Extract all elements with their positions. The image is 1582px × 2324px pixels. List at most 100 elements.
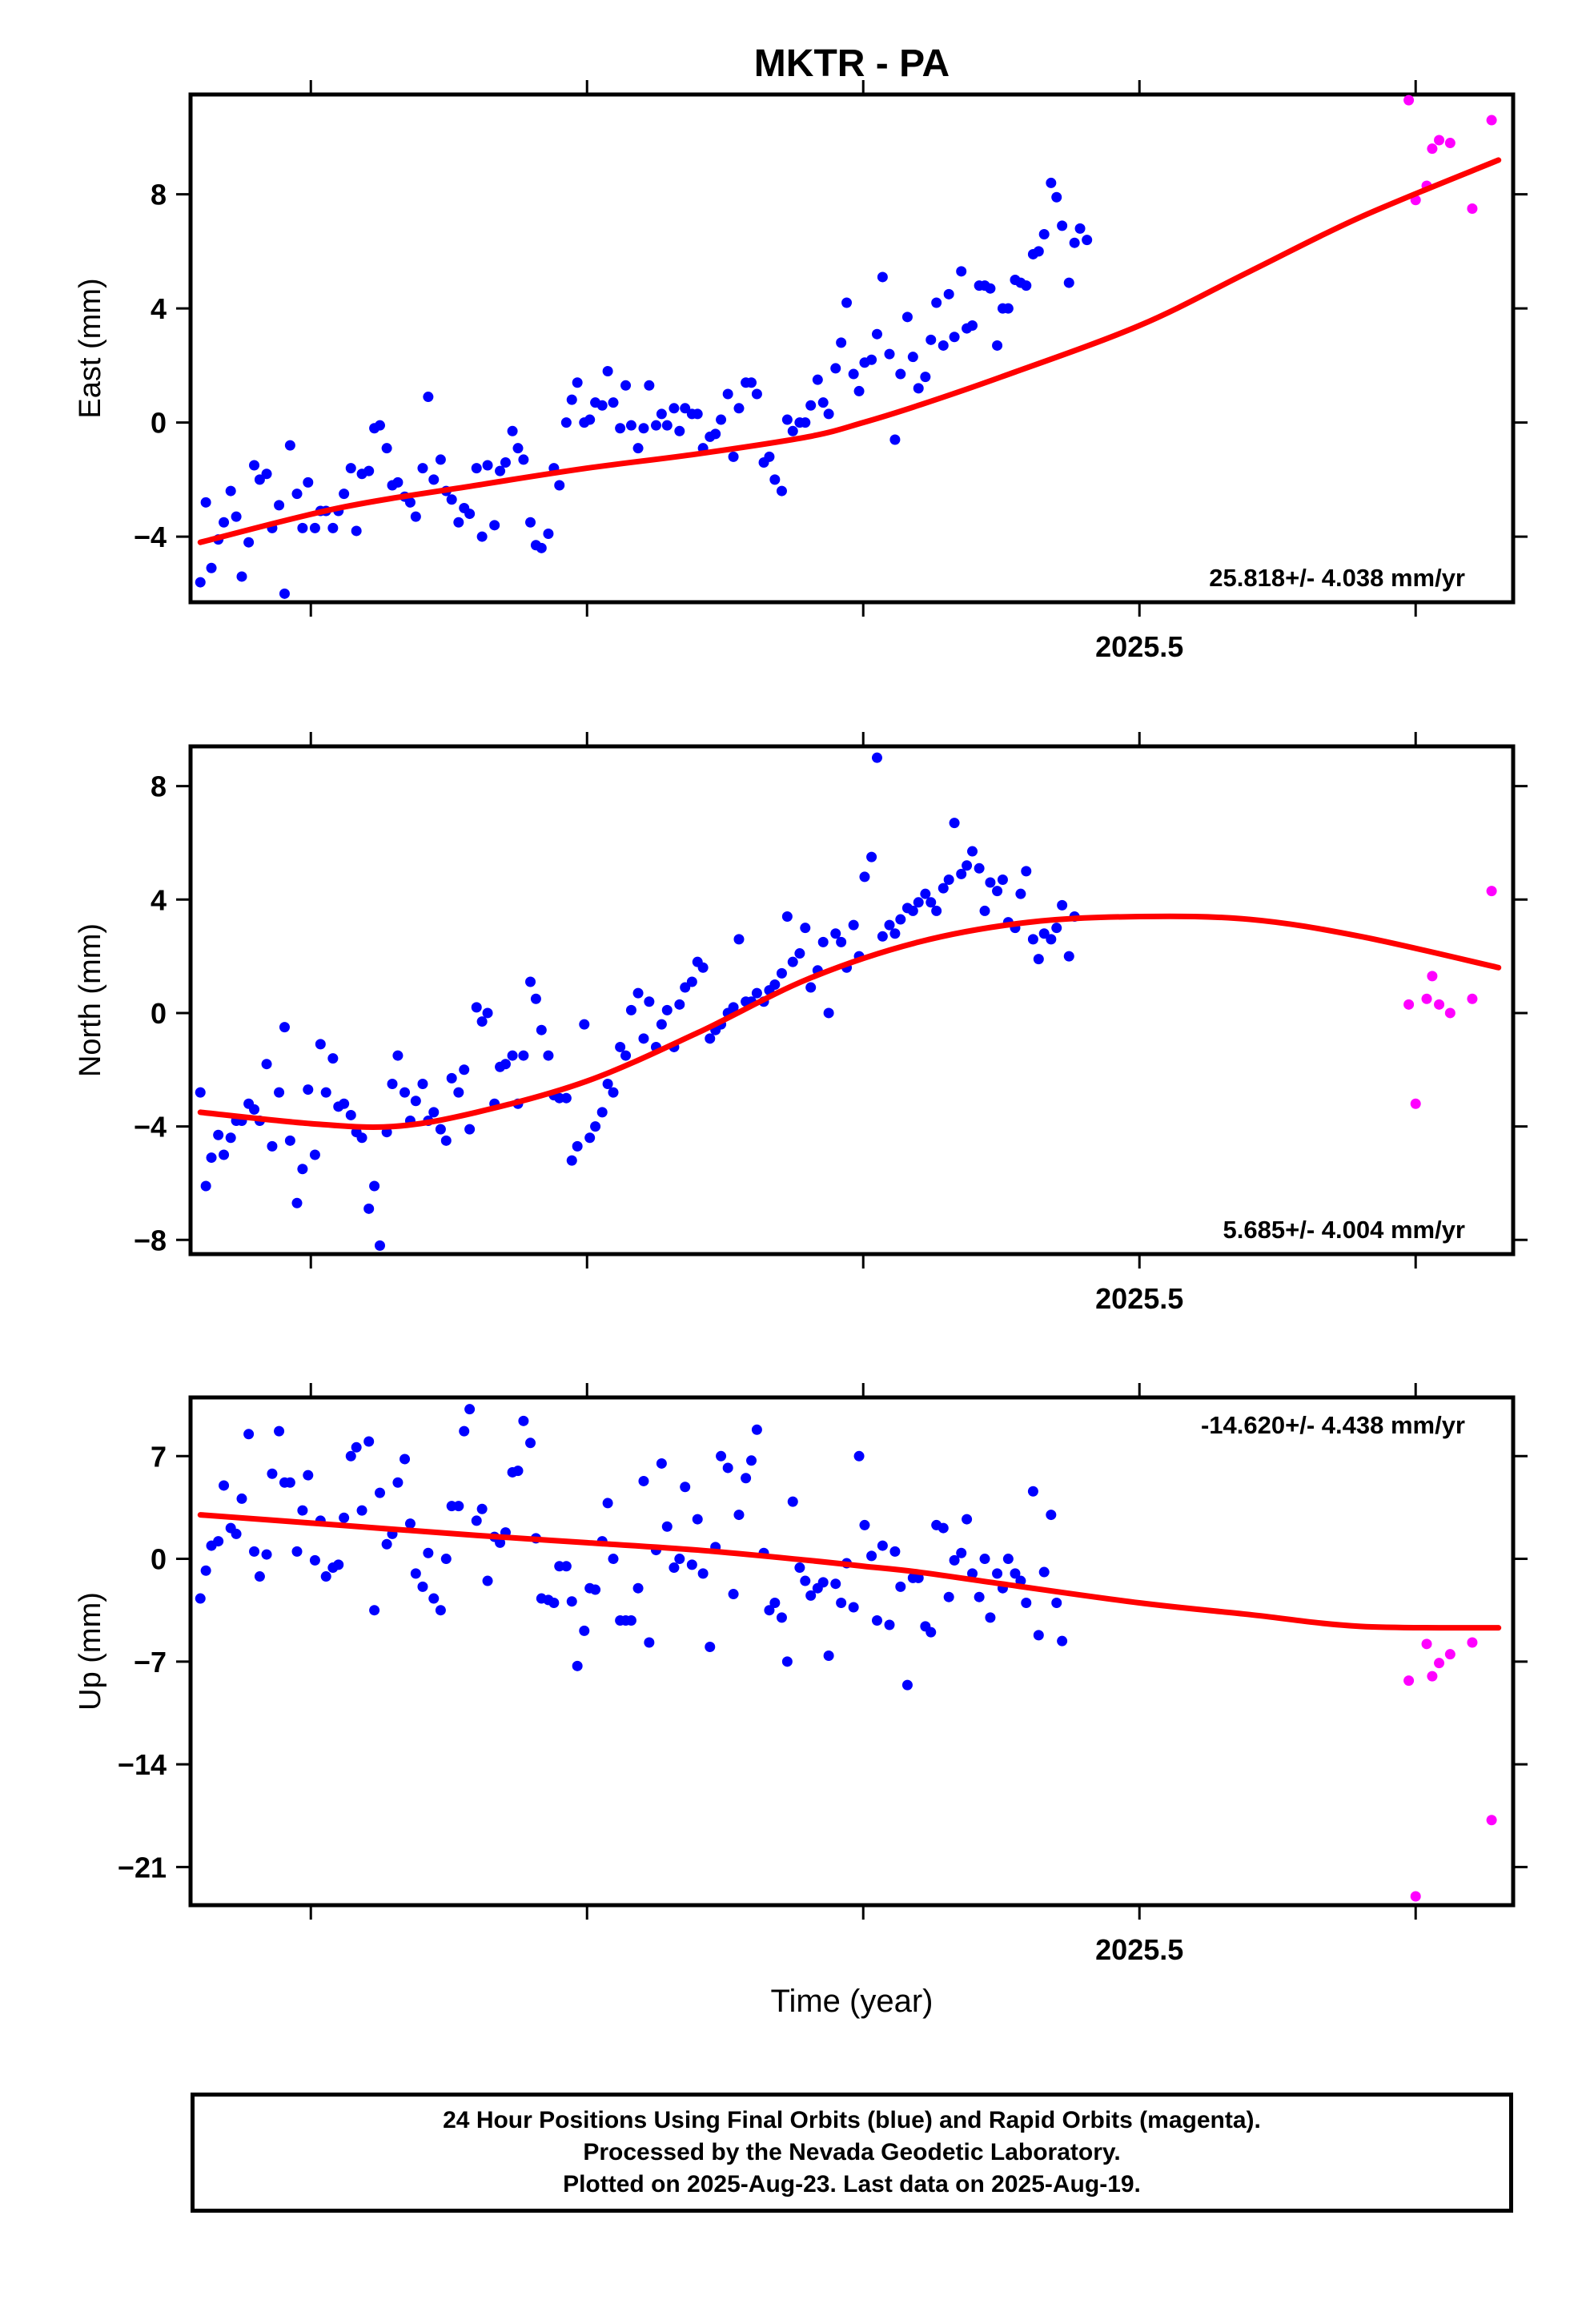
final-orbit-point: [823, 1650, 834, 1661]
y-axis-label: Up (mm): [74, 1592, 107, 1711]
y-tick-label: −7: [134, 1646, 167, 1679]
final-orbit-point: [859, 871, 870, 883]
y-tick-label: 4: [151, 883, 167, 916]
final-orbit-point: [805, 400, 817, 411]
final-orbit-point: [956, 1547, 967, 1558]
fit-line: [197, 1512, 1502, 1631]
final-orbit-point: [320, 1571, 331, 1582]
y-tick-label: 4: [151, 292, 167, 325]
final-orbit-point: [381, 1538, 392, 1550]
final-orbit-point: [590, 1584, 601, 1595]
final-orbit-point: [926, 334, 937, 345]
final-orbit-point: [680, 982, 691, 993]
final-orbit-point: [1082, 235, 1093, 246]
footer-line-1: 24 Hour Positions Using Final Orbits (bl…: [443, 2107, 1261, 2133]
final-orbit-point: [291, 489, 303, 500]
y-axis-label: North (mm): [74, 923, 107, 1077]
final-orbit-point: [464, 509, 476, 520]
rapid-orbit-point: [1427, 143, 1438, 155]
final-orbit-point: [254, 1571, 265, 1582]
rapid-orbit-point: [1403, 1675, 1415, 1687]
final-orbit-point: [776, 485, 787, 497]
final-orbit-point: [943, 1591, 954, 1602]
final-orbit-point: [236, 1493, 247, 1504]
final-orbit-point: [692, 408, 703, 420]
final-orbit-point: [243, 537, 255, 548]
y-tick-label: 8: [151, 770, 167, 803]
rate-label: 25.818+/- 4.038 mm/yr: [1209, 564, 1465, 592]
final-orbit-point: [291, 1197, 303, 1208]
final-orbit-point: [686, 1559, 697, 1570]
final-orbit-point: [680, 403, 691, 414]
final-orbit-point: [769, 1598, 781, 1609]
panel-1: −4 0 4 8 2025.5 East (mm) 25.818+/- 4.038 mm/y…: [74, 80, 1528, 663]
final-orbit-point: [805, 982, 817, 993]
final-orbit-point: [530, 993, 541, 1004]
rapid-orbit-point: [1410, 1891, 1421, 1902]
final-orbit-point: [464, 1404, 476, 1415]
final-orbit-point: [1074, 223, 1086, 234]
final-orbit-point: [913, 1572, 924, 1583]
final-orbit-point: [261, 1059, 272, 1070]
final-orbit-point: [669, 403, 680, 414]
final-orbit-point: [428, 1107, 440, 1118]
final-orbit-point: [680, 1482, 691, 1493]
final-orbit-point: [369, 1605, 380, 1616]
final-orbit-point: [1051, 1598, 1062, 1609]
final-orbit-point: [440, 1554, 452, 1565]
final-orbit-point: [728, 1589, 739, 1600]
final-orbit-point: [967, 846, 978, 857]
final-orbit-point: [200, 1565, 211, 1576]
final-orbit-point: [992, 886, 1003, 897]
final-orbit-point: [476, 531, 488, 542]
final-orbit-point: [225, 485, 236, 497]
final-orbit-point: [525, 976, 536, 987]
final-orbit-point: [895, 1581, 906, 1592]
final-orbit-point: [669, 1562, 680, 1574]
final-orbit-point: [453, 1501, 464, 1512]
final-orbit-point: [303, 476, 314, 488]
final-orbit-point: [471, 1515, 482, 1526]
final-orbit-point: [219, 1149, 230, 1160]
final-orbit-point: [327, 522, 339, 533]
final-orbit-point: [1002, 1554, 1014, 1565]
final-orbit-point: [992, 1568, 1003, 1579]
final-orbit-point: [644, 380, 655, 391]
final-orbit-point: [938, 883, 949, 894]
final-orbit-point: [279, 588, 290, 599]
final-orbit-point: [823, 1007, 834, 1019]
final-orbit-point: [1015, 888, 1026, 899]
final-orbit-point: [596, 400, 608, 411]
final-orbit-point: [320, 1087, 331, 1098]
final-orbit-point: [877, 271, 888, 283]
final-orbit-point: [560, 417, 572, 428]
final-orbit-point: [830, 928, 841, 939]
final-orbit-point: [889, 928, 901, 939]
final-orbit-point: [632, 987, 644, 999]
final-orbit-point: [889, 1546, 901, 1557]
final-orbit-point: [543, 529, 554, 540]
y-tick-label: −4: [134, 521, 167, 553]
final-orbit-point: [1057, 1635, 1068, 1647]
final-orbit-point: [1046, 177, 1057, 188]
final-orbit-point: [417, 1078, 428, 1089]
final-orbit-point: [931, 905, 942, 916]
y-tick-label: −4: [134, 1111, 167, 1144]
final-orbit-point: [710, 428, 721, 440]
final-orbit-point: [985, 1612, 996, 1623]
final-orbit-point: [817, 1577, 829, 1588]
final-orbit-point: [866, 1550, 877, 1562]
final-orbit-point: [363, 1436, 375, 1447]
final-orbit-point: [746, 377, 757, 388]
final-orbit-point: [309, 522, 320, 533]
final-orbit-point: [615, 423, 626, 434]
footer-line-2: Processed by the Nevada Geodetic Laborat…: [583, 2139, 1121, 2165]
rapid-orbit-point: [1434, 999, 1445, 1010]
final-orbit-point: [423, 392, 434, 403]
y-tick-label: 0: [151, 1543, 167, 1576]
final-orbit-point: [812, 374, 823, 385]
final-orbit-point: [769, 474, 781, 485]
final-orbit-point: [584, 1132, 596, 1144]
final-orbit-point: [387, 1078, 398, 1089]
final-orbit-point: [435, 454, 446, 465]
